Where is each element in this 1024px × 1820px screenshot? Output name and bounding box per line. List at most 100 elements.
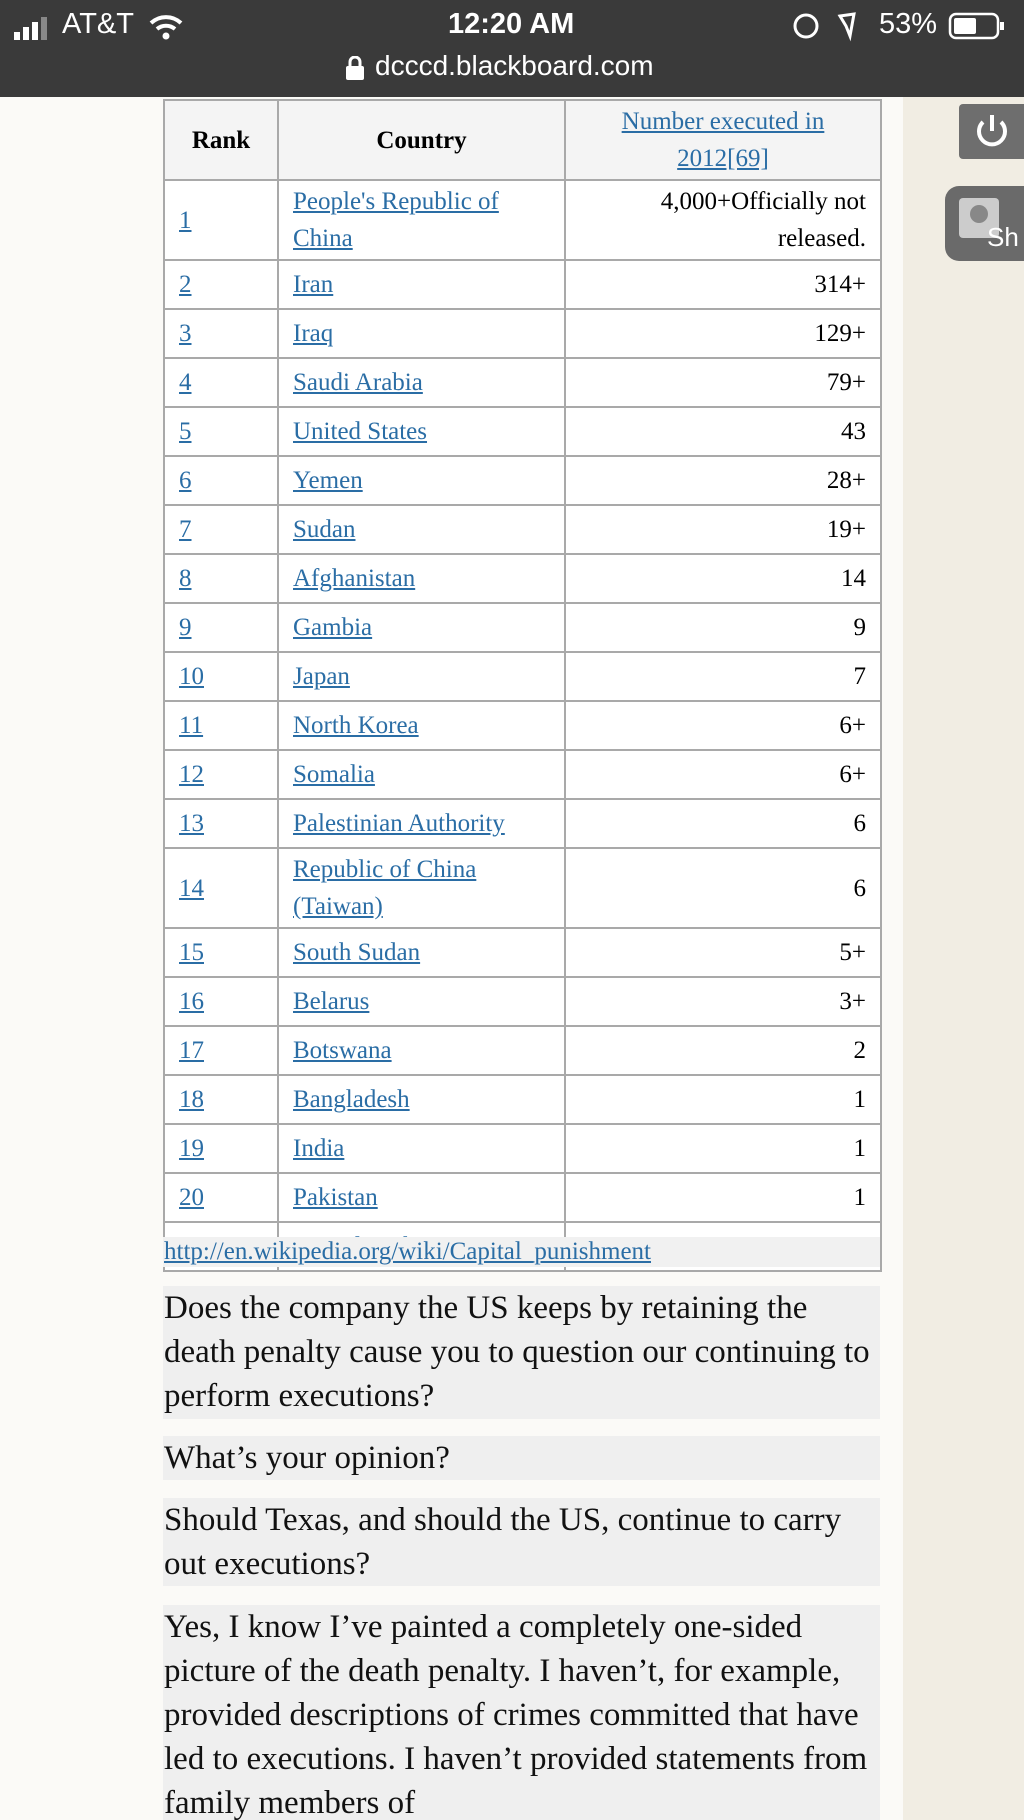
rank-link[interactable]: 3 xyxy=(179,320,192,347)
country-cell: Yemen xyxy=(277,455,566,506)
rank-link[interactable]: 17 xyxy=(179,1037,204,1064)
rank-link[interactable]: 12 xyxy=(179,761,204,788)
country-link[interactable]: Gambia xyxy=(293,614,373,641)
country-cell: Botswana xyxy=(277,1025,566,1076)
country-link[interactable]: United States xyxy=(293,418,428,445)
battery-icon xyxy=(948,12,1004,40)
wifi-icon xyxy=(149,15,183,40)
battery-percent: 53% xyxy=(879,8,938,40)
number-cell: 9 xyxy=(564,602,882,653)
country-link[interactable]: Sudan xyxy=(293,516,356,543)
rank-link[interactable]: 11 xyxy=(179,712,204,739)
country-link[interactable]: Saudi Arabia xyxy=(293,369,423,396)
side-label: Sh xyxy=(987,222,1019,252)
table-row: 9 Gambia 9 xyxy=(163,602,882,653)
country-link[interactable]: Palestinian Authority xyxy=(293,810,505,837)
rank-cell: 4 xyxy=(163,357,279,408)
number-cell: 19+ xyxy=(564,504,882,555)
country-link[interactable]: Yemen xyxy=(293,467,363,494)
country-link[interactable]: Botswana xyxy=(293,1037,392,1064)
side-panel xyxy=(903,97,1024,1820)
power-button[interactable] xyxy=(959,104,1024,159)
table-row: 3 Iraq 129+ xyxy=(163,308,882,359)
number-cell: 2 xyxy=(564,1025,882,1076)
rank-link[interactable]: 1 xyxy=(179,206,192,234)
country-cell: Belarus xyxy=(277,976,566,1027)
number-cell: 6+ xyxy=(564,700,882,751)
url[interactable]: dcccd.blackboard.com xyxy=(375,50,654,81)
paragraph: Should Texas, and should the US, continu… xyxy=(163,1498,880,1586)
table-row: 19 India 1 xyxy=(163,1123,882,1174)
country-link[interactable]: India xyxy=(293,1135,345,1162)
country-cell: Somalia xyxy=(277,749,566,800)
country-link[interactable]: North Korea xyxy=(293,712,419,739)
source-block: http://en.wikipedia.org/wiki/Capital_pun… xyxy=(163,1237,880,1267)
power-icon xyxy=(977,115,1007,147)
rank-cell: 6 xyxy=(163,455,279,506)
rank-link[interactable]: 18 xyxy=(179,1086,204,1113)
country-link[interactable]: Afghanistan xyxy=(293,565,416,592)
table-row: 14 Republic of China (Taiwan) 6 xyxy=(163,847,882,929)
header-row: Rank Country Number executed in 2012[69] xyxy=(163,99,882,181)
country-cell: People's Republic of China xyxy=(277,179,566,261)
carrier: AT&T xyxy=(62,8,134,40)
rank-link[interactable]: 15 xyxy=(179,939,204,966)
country-link[interactable]: Iraq xyxy=(293,320,334,347)
rank-link[interactable]: 16 xyxy=(179,988,204,1015)
rank-cell: 10 xyxy=(163,651,279,702)
rank-link[interactable]: 6 xyxy=(179,467,192,494)
number-cell: 6+ xyxy=(564,749,882,800)
number-cell: 79+ xyxy=(564,357,882,408)
rank-cell: 9 xyxy=(163,602,279,653)
rank-link[interactable]: 4 xyxy=(179,369,192,396)
number-cell: 6 xyxy=(564,847,882,929)
lock-icon xyxy=(346,56,364,80)
country-cell: Afghanistan xyxy=(277,553,566,604)
country-cell: Palestinian Authority xyxy=(277,798,566,849)
header-link[interactable]: Number executed in 2012[69] xyxy=(621,108,825,172)
number-cell: 3+ xyxy=(564,976,882,1027)
country-link[interactable]: Japan xyxy=(293,663,350,690)
country-cell: Saudi Arabia xyxy=(277,357,566,408)
table-row: 18 Bangladesh 1 xyxy=(163,1074,882,1125)
source-link[interactable]: http://en.wikipedia.org/wiki/Capital_pun… xyxy=(164,1238,651,1265)
country-link[interactable]: Somalia xyxy=(293,761,375,788)
executions-table: Rank Country Number executed in 2012[69]… xyxy=(163,99,882,1272)
table-container: Rank Country Number executed in 2012[69]… xyxy=(163,99,882,1272)
number-cell: 7 xyxy=(564,651,882,702)
number-cell: 1 xyxy=(564,1172,882,1223)
table-row: 11 North Korea 6+ xyxy=(163,700,882,751)
rank-link[interactable]: 8 xyxy=(179,565,192,592)
rank-cell: 12 xyxy=(163,749,279,800)
rank-link[interactable]: 20 xyxy=(179,1184,204,1211)
rank-link[interactable]: 7 xyxy=(179,516,192,543)
number-cell: 6 xyxy=(564,798,882,849)
rank-link[interactable]: 19 xyxy=(179,1135,204,1162)
table-row: 16 Belarus 3+ xyxy=(163,976,882,1027)
header-cell: Country xyxy=(277,99,566,181)
clock: 12:20 AM xyxy=(448,8,575,40)
rank-link[interactable]: 14 xyxy=(179,874,204,902)
rank-link[interactable]: 9 xyxy=(179,614,192,641)
country-cell: Gambia xyxy=(277,602,566,653)
header-cell: Rank xyxy=(163,99,279,181)
rank-link[interactable]: 10 xyxy=(179,663,204,690)
country-link[interactable]: Bangladesh xyxy=(293,1086,410,1113)
rank-cell: 13 xyxy=(163,798,279,849)
country-link[interactable]: Republic of China (Taiwan) xyxy=(293,856,477,920)
rank-cell: 1 xyxy=(163,179,279,261)
country-link[interactable]: Belarus xyxy=(293,988,370,1015)
country-link[interactable]: South Sudan xyxy=(293,939,421,966)
country-cell: North Korea xyxy=(277,700,566,751)
rank-link[interactable]: 13 xyxy=(179,810,204,837)
rank-cell: 20 xyxy=(163,1172,279,1223)
profile-button[interactable]: Sh xyxy=(945,186,1024,261)
rank-link[interactable]: 2 xyxy=(179,271,192,298)
rank-cell: 17 xyxy=(163,1025,279,1076)
rank-link[interactable]: 5 xyxy=(179,418,192,445)
country-link[interactable]: Iran xyxy=(293,271,334,298)
number-cell: 129+ xyxy=(564,308,882,359)
country-link[interactable]: People's Republic of China xyxy=(293,188,499,252)
country-link[interactable]: Pakistan xyxy=(293,1184,378,1211)
